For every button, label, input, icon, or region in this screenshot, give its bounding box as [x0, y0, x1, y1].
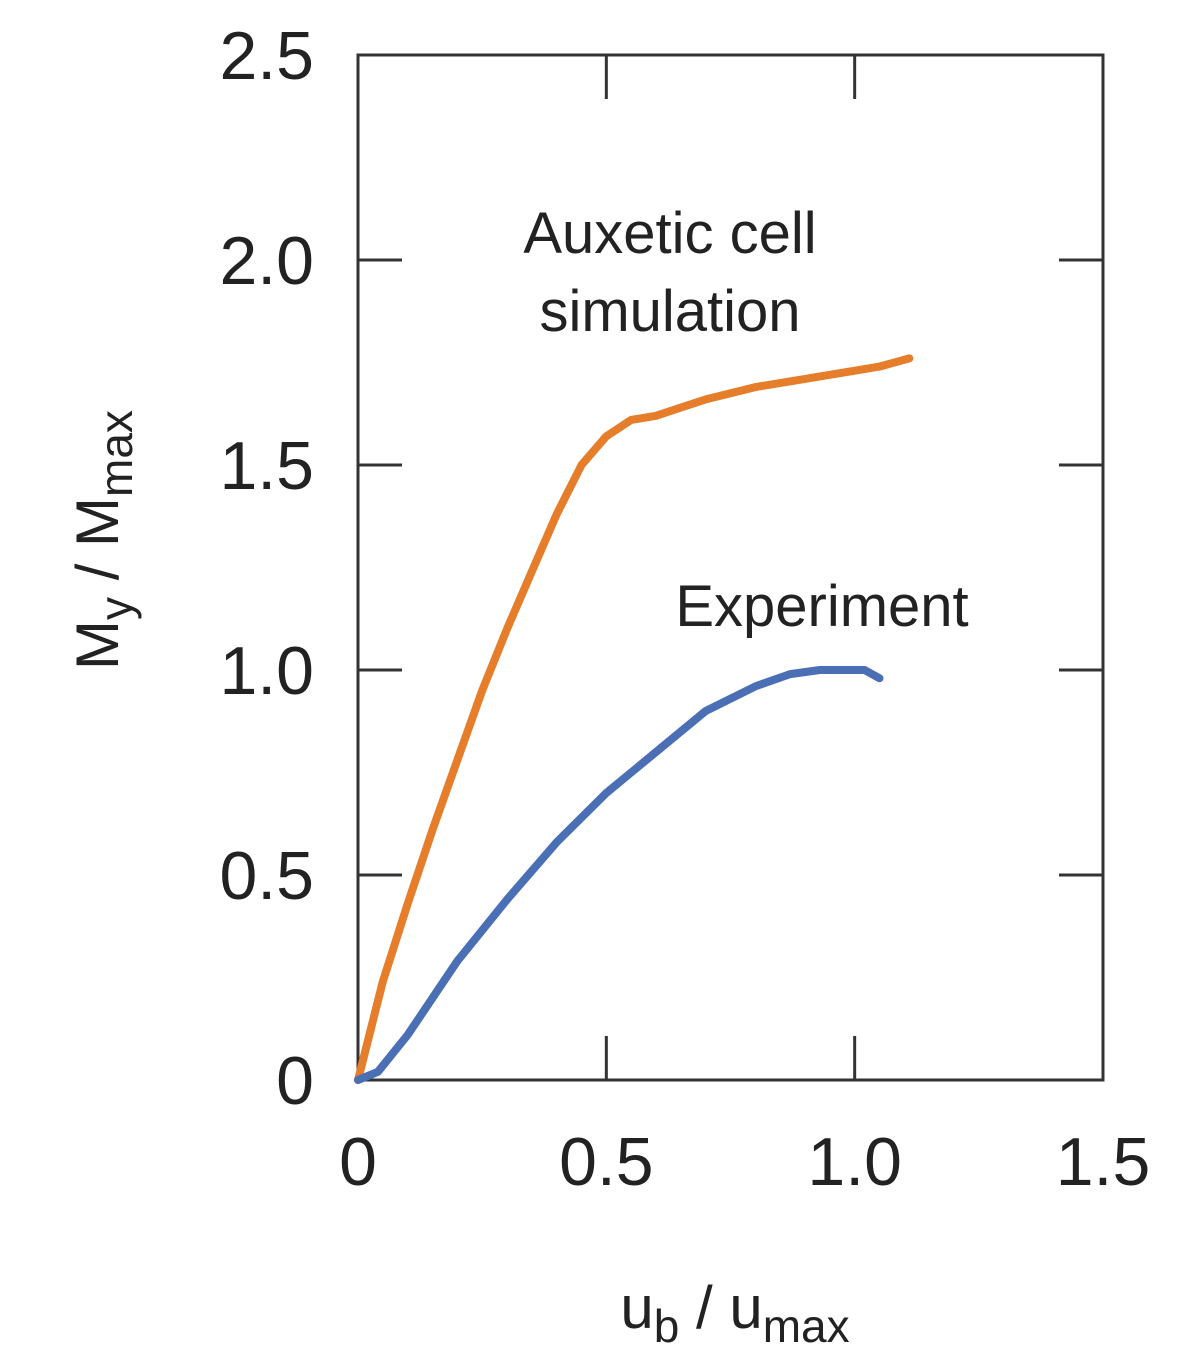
tick-labels: 0 0.5 1.0 1.5 0 0.5 1.0 1.5 2.0 2.5 [219, 18, 1150, 1200]
experiment-line [354, 666, 884, 1084]
y-tick-label: 2.5 [219, 18, 314, 94]
y-axis-title: My / Mmax [64, 410, 142, 670]
plot-border [356, 53, 1105, 1082]
auxetic-label-line: simulation [539, 279, 800, 344]
y-tick-label: 1.5 [219, 428, 314, 504]
auxetic-line [354, 354, 914, 1084]
plot-frame [356, 53, 1105, 1082]
x-axis-title: ub / umax [620, 1274, 849, 1352]
x-tick-label: 1.0 [807, 1124, 902, 1200]
x-tick-label: 0.5 [559, 1124, 654, 1200]
auxetic-label-line: Auxetic cell [523, 201, 816, 266]
x-tick-label: 0 [339, 1124, 377, 1200]
series-lines [354, 354, 914, 1084]
y-tick-label: 0 [276, 1043, 314, 1119]
experiment-label-line: Experiment [675, 574, 968, 639]
y-tick-label: 2.0 [219, 223, 314, 299]
y-tick-label: 0.5 [219, 838, 314, 914]
y-tick-label: 1.0 [219, 633, 314, 709]
series-annotations: Auxetic cell simulation Experiment [523, 201, 968, 639]
x-tick-label: 1.5 [1056, 1124, 1151, 1200]
tick-marks [356, 53, 1105, 1082]
